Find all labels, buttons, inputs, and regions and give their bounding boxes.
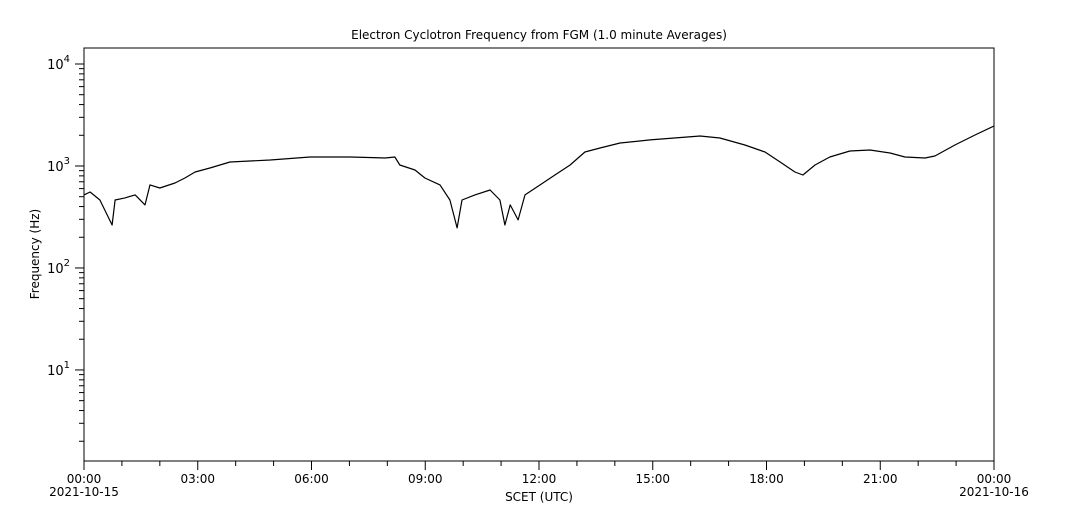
series-line: [83, 125, 995, 229]
x-tick-label: 09:00: [408, 472, 443, 486]
y-axis: 101 102 103 104: [47, 54, 84, 442]
plot-area: [83, 47, 995, 462]
y-tick-label: 104: [47, 54, 70, 73]
x-tick-label: 12:00: [522, 472, 557, 486]
x-tick-label: 15:00: [635, 472, 670, 486]
y-axis-label: Frequency (Hz): [28, 209, 42, 300]
y-tick-label: 102: [47, 258, 70, 277]
x-tick-date-label: 2021-10-15: [49, 485, 119, 499]
y-tick-label: 103: [47, 156, 70, 175]
x-axis-label: SCET (UTC): [505, 490, 573, 504]
x-tick-label: 18:00: [749, 472, 784, 486]
x-tick-label: 00:00: [67, 472, 102, 486]
x-tick-date-label: 2021-10-16: [959, 485, 1029, 499]
x-tick-label: 03:00: [180, 472, 215, 486]
chart-title: Electron Cyclotron Frequency from FGM (1…: [351, 28, 727, 42]
x-tick-label: 06:00: [294, 472, 329, 486]
x-tick-label: 00:00: [977, 472, 1012, 486]
y-tick-label: 101: [47, 360, 70, 379]
x-tick-label: 21:00: [863, 472, 898, 486]
